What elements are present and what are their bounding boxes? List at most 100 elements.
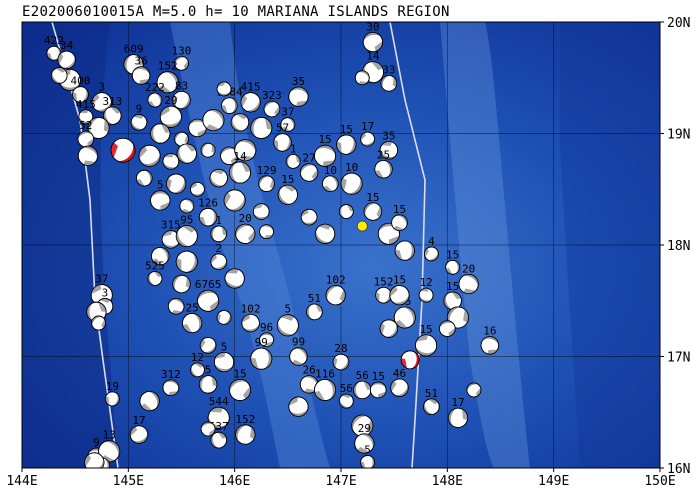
event-label: 313 (102, 95, 122, 108)
focal-mechanism (190, 181, 205, 197)
event-label: 13 (103, 429, 116, 442)
focal-mechanism (172, 90, 191, 110)
lat-tick-label: 17N (667, 351, 690, 366)
lon-tick-label: 147E (325, 474, 356, 489)
focal-mechanism (439, 320, 456, 337)
focal-mechanism (175, 225, 198, 248)
event-label: 29 (358, 422, 371, 435)
focal-mechanism (259, 332, 274, 348)
focal-mechanism (314, 144, 337, 167)
focal-mechanism (258, 175, 275, 192)
focal-mechanism (322, 175, 339, 192)
focal-mechanism (213, 351, 235, 373)
event-label: 5 (364, 443, 371, 456)
focal-mechanism (234, 139, 257, 162)
event-label: 26 (302, 364, 315, 377)
focal-mechanism (216, 81, 232, 97)
focal-mechanism (379, 141, 399, 160)
lat-tick-label: 18N (667, 239, 690, 254)
event-label: 14 (366, 50, 380, 63)
event-label: 323 (262, 89, 282, 102)
event-label: 422 (44, 34, 64, 47)
focal-mechanism (87, 116, 110, 139)
event-label: 95 (180, 213, 193, 226)
focal-mechanism (230, 113, 250, 132)
focal-mechanism (351, 414, 374, 437)
second-event-mechanism (400, 350, 420, 370)
focal-mechanism (77, 145, 99, 166)
focal-mechanism (210, 253, 228, 271)
event-label: 99 (292, 336, 305, 349)
focal-mechanism (273, 133, 292, 152)
focal-mechanism (135, 169, 153, 187)
focal-mechanism (159, 105, 182, 128)
event-label: 415 (241, 81, 261, 94)
focal-mechanism (240, 92, 261, 113)
event-label: 129 (257, 164, 277, 177)
focal-mechanism (391, 214, 408, 231)
event-label: 15 (366, 191, 379, 204)
plate-boundary-west (51, 22, 119, 468)
focal-mechanism (447, 407, 469, 428)
focal-mechanism (288, 396, 309, 417)
focal-mechanism (480, 336, 500, 355)
focal-mechanism (390, 378, 409, 397)
event-label: 3 (102, 286, 109, 299)
event-label: 15 (393, 273, 406, 286)
event-label: 126 (198, 196, 218, 209)
event-label: 99 (255, 336, 268, 349)
lon-tick-label: 145E (113, 474, 144, 489)
event-label: 4 (428, 235, 435, 248)
event-label: 15 (233, 367, 246, 380)
plate-boundaries (51, 22, 426, 468)
event-label: 34 (60, 39, 74, 52)
event-label: 17 (132, 414, 145, 427)
focal-mechanism (151, 246, 170, 266)
focal-mechanism (363, 202, 383, 221)
event-label: 25 (377, 148, 390, 161)
focal-mechanism (161, 230, 181, 249)
focal-mechanism (336, 134, 357, 155)
lat-tick-label: 19N (667, 128, 690, 143)
focal-mechanism (147, 92, 163, 108)
focal-mechanism (197, 289, 220, 312)
focal-mechanism (200, 421, 216, 437)
focal-mechanism (174, 55, 189, 71)
event-label: 15 (372, 370, 385, 383)
focal-mechanism (91, 315, 106, 331)
event-label: 5 (157, 179, 164, 192)
event-label: 5 (205, 364, 212, 377)
event-label: 37 (95, 273, 108, 286)
event-label: 17 (451, 396, 464, 409)
main-event-mechanism (110, 137, 136, 163)
lat-tick-label: 20N (667, 16, 690, 31)
focal-mechanism (199, 337, 217, 354)
focal-mechanism (235, 223, 256, 244)
event-label: 222 (145, 81, 165, 94)
event-label: 51 (425, 387, 438, 400)
focal-mechanism (340, 172, 363, 195)
focal-mechanism (445, 259, 461, 275)
event-label: 15 (318, 133, 331, 146)
lat-tick-label: 16N (667, 462, 690, 477)
focal-mechanism (241, 313, 260, 333)
map-title: E202006010015A M=5.0 h= 10 MARIANA ISLAN… (22, 4, 450, 20)
focal-mechanism (375, 286, 392, 304)
event-label: 9 (93, 436, 100, 449)
focal-mechanism (259, 224, 274, 240)
event-label: 525 (145, 259, 165, 272)
event-label: 12 (191, 351, 204, 364)
event-label: 312 (161, 368, 181, 381)
event-label: 33 (382, 63, 395, 76)
focal-mechanism (423, 398, 440, 415)
focal-mechanism (380, 75, 398, 92)
event-label: 130 (172, 44, 192, 57)
focal-mechanism (131, 66, 151, 85)
focal-mechanism (289, 347, 308, 366)
focal-mechanism (353, 380, 372, 400)
focal-mechanism (338, 393, 354, 409)
focal-mechanism (138, 144, 161, 167)
event-label: 415 (76, 98, 96, 111)
focal-mechanism (354, 70, 370, 86)
focal-mechanism (250, 347, 273, 370)
